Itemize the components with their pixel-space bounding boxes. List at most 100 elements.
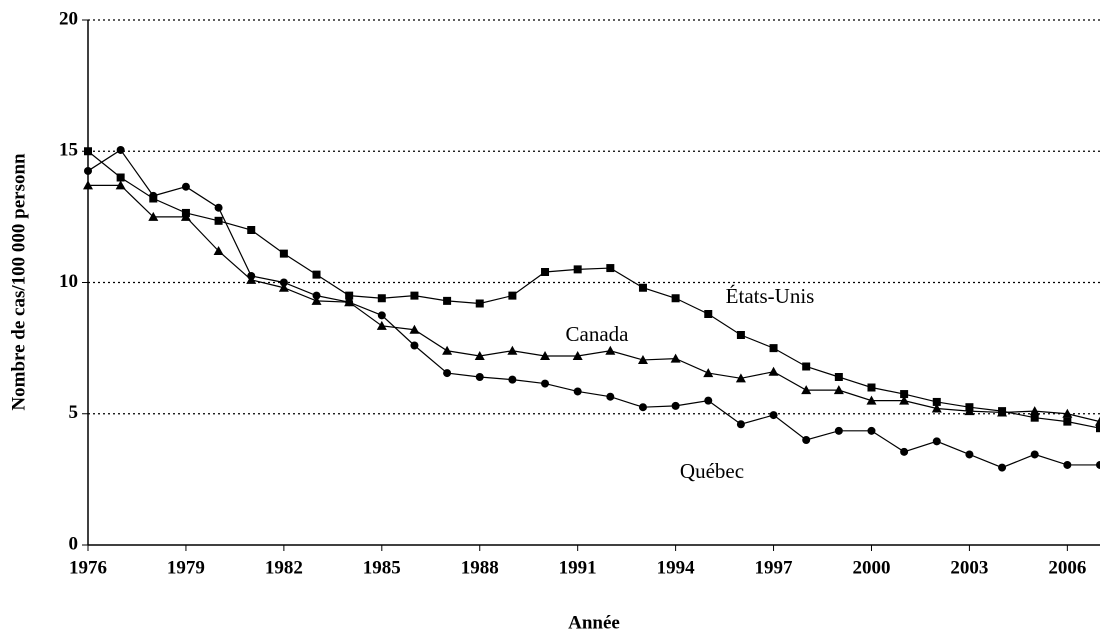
marker [704,310,713,318]
marker [573,387,582,396]
marker [802,436,811,444]
marker [376,320,387,330]
marker [703,368,714,378]
marker [279,249,288,258]
marker [181,182,190,191]
marker [801,385,812,395]
marker [900,390,909,399]
marker [965,450,974,459]
marker [1062,408,1073,418]
marker [180,211,191,221]
series-line [87,149,1100,469]
marker [214,216,223,225]
marker [474,351,485,360]
x-tick-label: 1997 [755,557,794,578]
marker [1030,450,1039,459]
y-tick-label: 10 [59,271,78,292]
marker [149,191,158,200]
marker [931,403,942,413]
marker [1096,460,1100,469]
marker [866,395,877,405]
marker [1029,406,1040,416]
marker [867,383,876,392]
x-tick-label: 1979 [167,557,205,578]
marker [84,147,92,156]
marker [84,166,92,175]
series-line [87,150,1100,429]
x-tick-label: 1994 [657,557,696,578]
marker [1095,416,1100,426]
marker [899,395,910,405]
series-label: États-Unis [726,284,815,308]
marker [475,299,484,308]
marker [1063,417,1072,426]
marker [410,341,419,350]
marker [345,291,354,300]
series-label: Canada [566,322,630,346]
marker [247,271,256,280]
x-axis-title: Année [568,612,620,633]
marker [1063,460,1072,469]
marker [115,180,126,190]
marker [735,373,746,383]
marker [572,351,583,360]
series-label: Québec [680,459,744,483]
x-tick-label: 1982 [265,557,303,578]
marker [213,246,224,255]
marker [768,366,779,376]
marker [638,283,647,292]
marker [377,311,386,320]
marker [671,401,680,410]
marker [671,294,680,303]
marker [769,411,778,420]
marker [278,282,289,292]
y-axis-title: Nombre de cas/100 000 personn [8,153,29,411]
marker [443,296,452,305]
marker [409,324,420,334]
x-tick-label: 2006 [1048,557,1086,578]
x-tick-label: 1976 [69,557,107,578]
y-tick-label: 0 [69,533,79,554]
marker [736,420,745,429]
marker [508,291,517,300]
marker [116,173,125,182]
series-line [88,184,1100,423]
y-tick-label: 5 [69,402,79,423]
marker [540,351,551,360]
marker [541,379,550,388]
marker [507,345,518,355]
marker [769,344,778,353]
marker [311,295,322,305]
marker [606,264,615,273]
y-tick-label: 20 [59,8,78,29]
marker [1096,424,1100,433]
marker [964,406,975,416]
marker [1030,413,1039,422]
marker [116,145,125,154]
marker [573,265,582,274]
marker [833,385,844,395]
marker [637,354,648,364]
marker [508,375,517,384]
marker [638,403,647,412]
marker [541,268,550,276]
marker [802,362,811,371]
marker [834,373,843,381]
marker [83,180,93,190]
marker [214,203,223,212]
x-tick-label: 1985 [363,557,401,578]
marker [900,447,909,456]
marker [443,369,452,378]
marker [345,298,354,307]
marker [475,373,484,381]
x-tick-label: 1991 [559,557,597,578]
marker [377,294,386,303]
marker [442,345,453,355]
marker [932,397,941,406]
marker [312,270,321,279]
marker [997,407,1008,417]
marker [279,278,288,287]
marker [932,437,941,446]
marker [998,463,1007,472]
